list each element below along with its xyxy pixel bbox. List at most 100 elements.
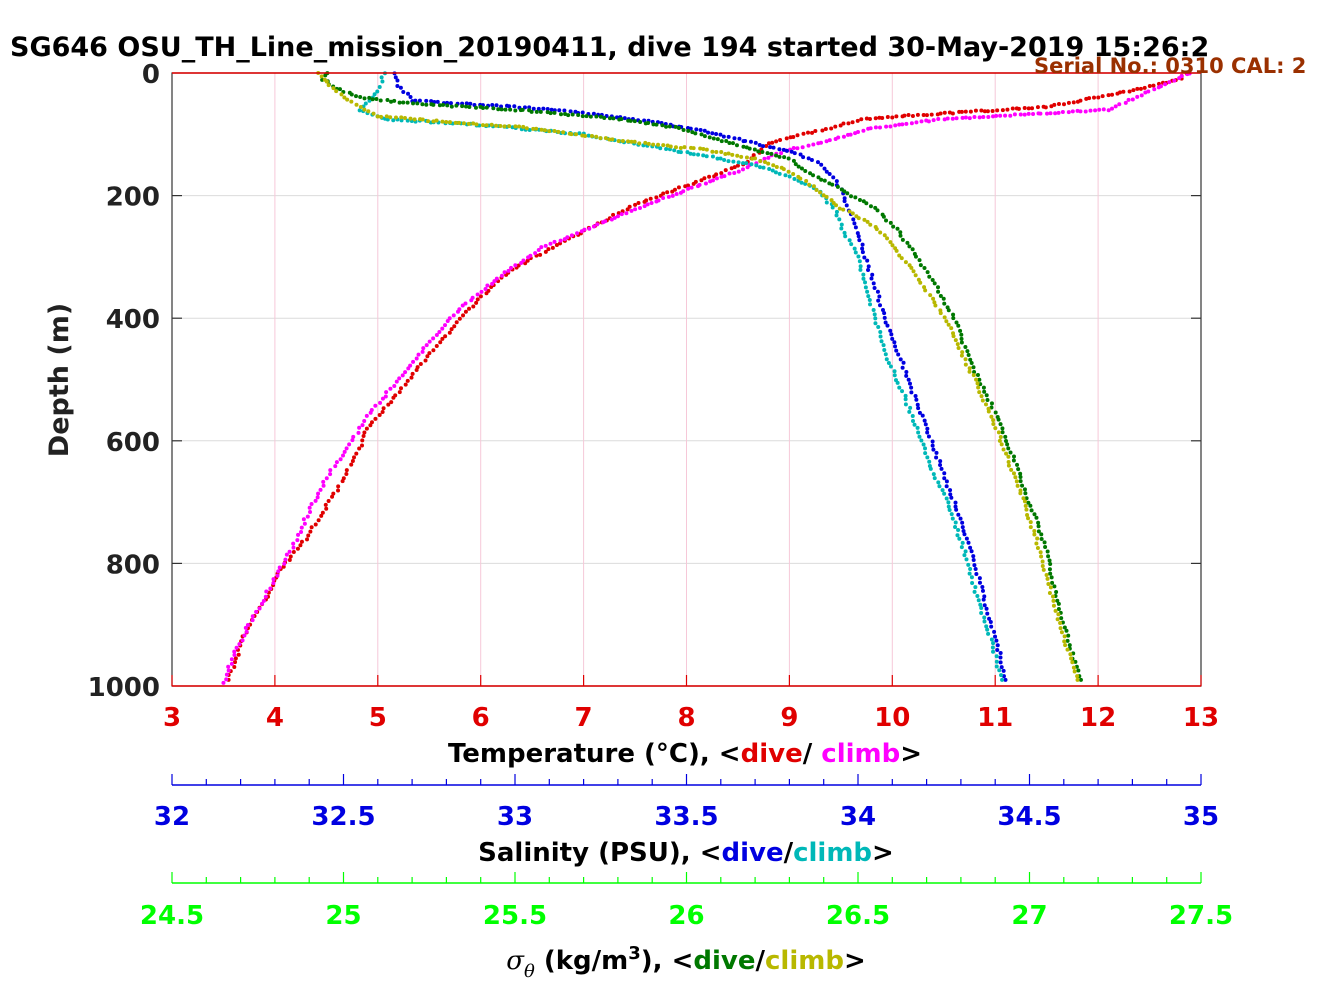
- data-point: [370, 97, 375, 102]
- data-point: [263, 594, 268, 599]
- data-point: [707, 135, 712, 140]
- data-point: [1130, 97, 1135, 102]
- data-point: [372, 92, 377, 97]
- data-point: [938, 311, 943, 316]
- data-point: [232, 653, 237, 658]
- data-point: [411, 101, 416, 106]
- data-point: [377, 85, 382, 90]
- data-point: [995, 108, 1000, 113]
- data-point: [993, 426, 998, 431]
- data-point: [393, 115, 398, 120]
- data-point: [377, 412, 382, 417]
- data-point: [806, 143, 811, 148]
- data-point: [907, 244, 912, 249]
- data-point: [1040, 559, 1045, 564]
- data-point: [916, 406, 921, 411]
- data-point: [944, 496, 949, 501]
- data-point: [930, 443, 935, 448]
- data-point: [925, 270, 930, 275]
- data-point: [353, 94, 358, 99]
- data-point: [863, 285, 868, 290]
- data-point: [948, 492, 953, 497]
- data-point: [702, 128, 707, 133]
- data-point: [996, 430, 1001, 435]
- data-point: [1056, 612, 1061, 617]
- data-point: [944, 484, 949, 489]
- data-point: [683, 184, 688, 189]
- data-point: [398, 386, 403, 391]
- data-point: [824, 169, 829, 174]
- data-point: [730, 141, 735, 146]
- data-point: [1093, 108, 1098, 113]
- data-point: [852, 221, 857, 226]
- data-point: [1029, 508, 1034, 513]
- data-point: [360, 423, 365, 428]
- data-point: [282, 561, 287, 566]
- data-point: [1066, 100, 1071, 105]
- data-point: [732, 136, 737, 141]
- data-point: [963, 357, 968, 362]
- data-point: [375, 114, 380, 119]
- data-point: [466, 121, 471, 126]
- data-point: [661, 196, 666, 201]
- data-point: [305, 537, 310, 542]
- data-point: [668, 144, 673, 149]
- data-point: [968, 357, 973, 362]
- data-point: [997, 668, 1002, 673]
- data-point: [548, 241, 553, 246]
- data-point: [879, 339, 884, 344]
- data-point: [328, 472, 333, 477]
- data-point: [291, 541, 296, 546]
- data-point: [831, 175, 836, 180]
- data-point: [480, 106, 485, 111]
- data-point: [815, 160, 820, 165]
- data-point: [811, 173, 816, 178]
- sigma-label-suffix: >: [844, 946, 866, 976]
- data-point: [1010, 106, 1015, 111]
- temperature-tick-label: 6: [472, 703, 490, 733]
- data-point: [701, 153, 706, 158]
- data-point: [444, 120, 449, 125]
- data-point: [496, 107, 501, 112]
- data-point: [554, 243, 559, 248]
- data-point: [873, 316, 878, 321]
- data-point: [880, 308, 885, 313]
- data-point: [574, 132, 579, 137]
- data-point: [960, 520, 965, 525]
- data-point: [424, 343, 429, 348]
- data-point: [1035, 105, 1040, 110]
- data-point: [403, 370, 408, 375]
- data-point: [994, 654, 999, 659]
- data-point: [882, 311, 887, 316]
- temperature-tick-label: 9: [780, 703, 798, 733]
- data-point: [688, 151, 693, 156]
- data-point: [856, 216, 861, 221]
- data-point: [909, 121, 914, 126]
- data-point: [1011, 458, 1016, 463]
- data-point: [463, 301, 468, 306]
- data-point: [783, 173, 788, 178]
- data-point: [882, 315, 887, 320]
- data-point: [730, 152, 735, 157]
- data-point: [942, 301, 947, 306]
- data-point: [808, 171, 813, 176]
- data-point: [309, 502, 314, 507]
- data-point: [405, 378, 410, 383]
- data-point: [380, 410, 385, 415]
- data-point: [971, 557, 976, 562]
- data-point: [637, 205, 642, 210]
- data-point: [685, 150, 690, 155]
- data-point: [988, 620, 993, 625]
- data-point: [236, 652, 241, 657]
- data-point: [401, 100, 406, 105]
- data-point: [845, 191, 850, 196]
- data-point: [892, 369, 897, 374]
- data-point: [1000, 426, 1005, 431]
- data-point: [339, 92, 344, 97]
- data-point: [468, 101, 473, 106]
- data-point: [1075, 674, 1080, 679]
- data-point: [883, 352, 888, 357]
- data-point: [932, 476, 937, 481]
- data-point: [1006, 446, 1011, 451]
- data-point: [872, 285, 877, 290]
